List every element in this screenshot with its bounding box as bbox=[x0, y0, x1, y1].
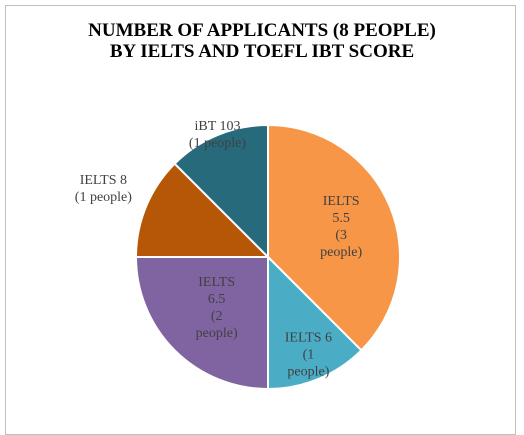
chart-title: NUMBER OF APPLICANTS (8 PEOPLE) BY IELTS… bbox=[88, 20, 436, 62]
slice-category: IELTS 8 bbox=[79, 172, 128, 188]
slice-category: IELTS 5.5 bbox=[322, 193, 360, 226]
slice-value: (1 people) bbox=[287, 347, 330, 380]
pie-slice bbox=[267, 254, 363, 391]
pie-slice bbox=[134, 162, 271, 258]
pie-slice bbox=[267, 123, 401, 352]
chart bbox=[134, 123, 401, 391]
slice-label: IELTS 6.5 (2 people) bbox=[192, 274, 242, 342]
slice-label: IELTS 8 (1 people) bbox=[53, 172, 153, 206]
slice-value: (1 people) bbox=[74, 189, 132, 205]
slice-label: IELTS 6 (1 people) bbox=[283, 329, 333, 380]
pie-slice bbox=[134, 256, 269, 391]
slice-category: IELTS 6 bbox=[284, 330, 333, 346]
slice-category: IELTS 6.5 bbox=[198, 275, 236, 308]
slice-value: (1 people) bbox=[188, 136, 247, 152]
slice-value: (2 people) bbox=[195, 309, 238, 342]
slice-category: iBT 103 bbox=[194, 119, 241, 135]
pie-slice bbox=[173, 123, 269, 260]
page: NUMBER OF APPLICANTS (8 PEOPLE) BY IELTS… bbox=[5, 5, 516, 435]
slice-value: (3 people) bbox=[320, 227, 363, 260]
slice-label: iBT 103 (1 people) bbox=[167, 118, 267, 152]
slice-label: IELTS 5.5 (3 people) bbox=[316, 193, 366, 261]
